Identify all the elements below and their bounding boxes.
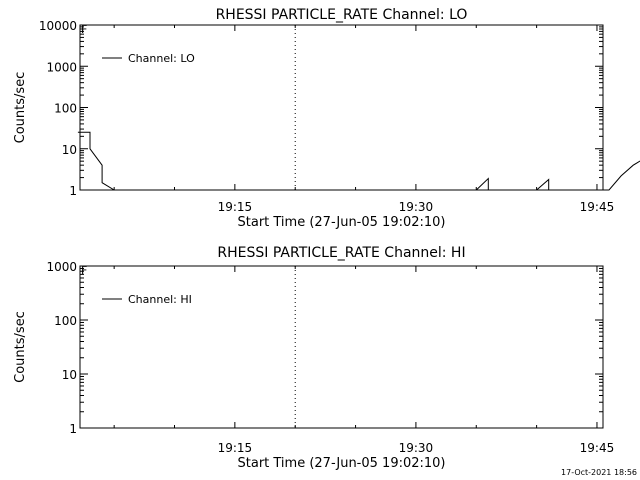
x-tick-label: 19:45 [580, 200, 615, 214]
plot-frame [79, 265, 604, 429]
legend-label: Channel: HI [128, 293, 192, 306]
y-tick-label: 1 [69, 184, 77, 198]
x-axis-label: Start Time (27-Jun-05 19:02:10) [238, 215, 446, 230]
chart-title: RHESSI PARTICLE_RATE Channel: HI [217, 245, 465, 261]
y-tick-label: 100 [54, 314, 77, 328]
legend-label: Channel: LO [128, 52, 195, 65]
y-axis-label: Counts/sec [13, 72, 28, 144]
y-tick-label: 10 [62, 143, 77, 157]
y-tick-label: 1 [69, 422, 77, 436]
x-tick-label: 19:15 [218, 441, 253, 455]
y-tick-label: 1000 [46, 60, 77, 74]
x-tick-label: 19:15 [218, 200, 253, 214]
chart-lo-channel: RHESSI PARTICLE_RATE Channel: LO 19:15 19:… [13, 7, 640, 230]
y-tick-label: 10000 [39, 19, 77, 33]
chart-hi-channel: RHESSI PARTICLE_RATE Channel: HI 19:15 19:… [13, 245, 615, 471]
edge-marker-label: F [81, 264, 87, 277]
y-tick-label: 10 [62, 368, 77, 382]
y-axis-label: Counts/sec [13, 311, 28, 383]
x-tick-label: 19:30 [399, 200, 434, 214]
y-tick-label: 100 [54, 102, 77, 116]
x-tick-label: 19:30 [399, 441, 434, 455]
series-line [77, 131, 640, 191]
x-tick-label: 19:45 [580, 441, 615, 455]
plot-frame [79, 24, 604, 191]
y-tick-label: 1000 [46, 260, 77, 274]
chart-title: RHESSI PARTICLE_RATE Channel: LO [216, 7, 468, 23]
footer-timestamp: 17-Oct-2021 18:56 [561, 468, 637, 477]
edge-marker-label: F [81, 23, 87, 36]
x-axis-label: Start Time (27-Jun-05 19:02:10) [238, 456, 446, 471]
